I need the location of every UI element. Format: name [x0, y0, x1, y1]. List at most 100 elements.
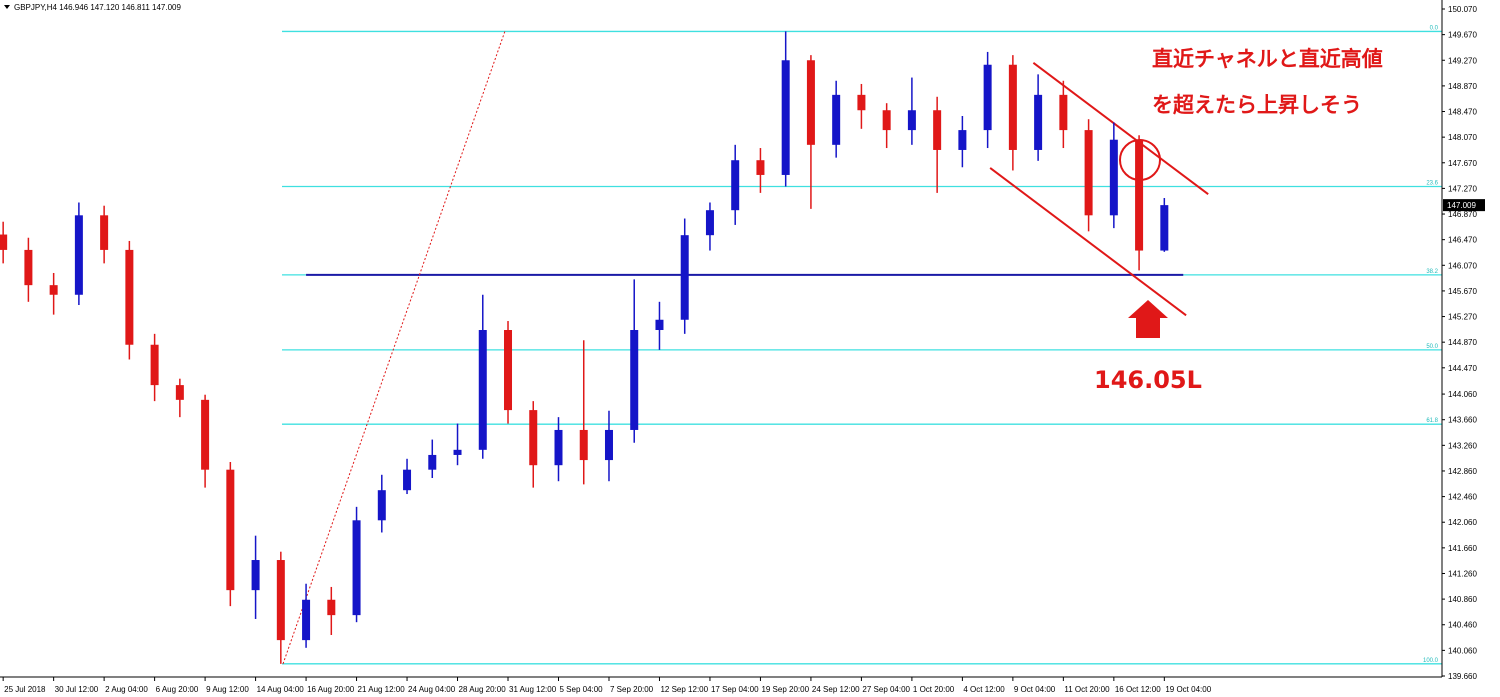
y-tick-label: 142.060	[1448, 518, 1477, 527]
y-tick-label: 148.870	[1448, 82, 1477, 91]
fib-label: 38.2	[1426, 269, 1438, 275]
candle-body	[201, 399, 210, 470]
y-tick-label: 144.870	[1448, 338, 1477, 347]
candle-body	[504, 330, 513, 411]
y-tick-label: 144.060	[1448, 390, 1477, 399]
candle-body	[554, 429, 563, 466]
x-tick-label: 2 Aug 04:00	[105, 685, 148, 694]
annotation: 146.05L	[1094, 366, 1202, 394]
candle-body	[125, 249, 134, 345]
x-tick-label: 14 Aug 04:00	[257, 685, 305, 694]
candle-body	[352, 520, 361, 616]
y-tick-label: 145.270	[1448, 313, 1477, 322]
x-tick-label: 27 Sep 04:00	[862, 685, 910, 694]
y-tick-label: 143.660	[1448, 416, 1477, 425]
y-tick-label: 148.070	[1448, 133, 1477, 142]
price-tag	[1443, 199, 1485, 212]
y-tick-label: 147.270	[1448, 184, 1477, 193]
y-tick-label: 144.470	[1448, 364, 1477, 373]
candle-body	[756, 160, 765, 175]
candle-body	[175, 385, 184, 400]
candle-body	[882, 110, 891, 131]
x-tick-label: 24 Aug 04:00	[408, 685, 456, 694]
candle-body	[1135, 139, 1144, 251]
x-tick-label: 5 Sep 04:00	[559, 685, 603, 694]
x-tick-label: 16 Oct 12:00	[1115, 685, 1161, 694]
candle-body	[377, 490, 386, 521]
y-tick-label: 140.860	[1448, 595, 1477, 604]
candle-body	[958, 130, 967, 150]
candle-body	[150, 344, 159, 386]
candle-body	[453, 449, 462, 455]
y-tick-label: 141.260	[1448, 569, 1477, 578]
candle-body	[604, 429, 613, 461]
x-tick-label: 6 Aug 20:00	[156, 685, 199, 694]
candle-body	[529, 410, 538, 466]
candle-body	[1109, 139, 1118, 216]
y-tick-label: 142.860	[1448, 467, 1477, 476]
price-tag-label: 147.009	[1447, 201, 1476, 210]
candle-body	[478, 330, 487, 450]
candle-body	[983, 64, 992, 131]
y-tick-label: 140.460	[1448, 621, 1477, 630]
header-icon	[4, 5, 10, 9]
candle-body	[226, 469, 235, 591]
x-tick-label: 28 Aug 20:00	[459, 685, 507, 694]
candle-body	[428, 454, 437, 470]
x-tick-label: 9 Aug 12:00	[206, 685, 249, 694]
channel-line	[1032, 62, 1209, 195]
y-tick-label: 146.070	[1448, 261, 1477, 270]
candle-body	[1008, 64, 1017, 150]
y-tick-label: 142.460	[1448, 493, 1477, 502]
candle-body	[276, 560, 285, 641]
candle-body	[857, 94, 866, 111]
fib-label: 50.0	[1426, 344, 1438, 350]
candle-body	[781, 60, 790, 175]
channel-line	[989, 167, 1187, 317]
candle-body	[832, 94, 841, 145]
annotation: を超えたら上昇しそう	[1152, 93, 1362, 117]
x-tick-label: 19 Sep 20:00	[761, 685, 809, 694]
x-tick-label: 12 Sep 12:00	[660, 685, 708, 694]
x-tick-label: 9 Oct 04:00	[1014, 685, 1056, 694]
candle-body	[1059, 94, 1068, 131]
candle-body	[705, 210, 714, 236]
candle-body	[655, 319, 664, 331]
candle-body	[74, 215, 83, 295]
x-tick-label: 25 Jul 2018	[4, 685, 46, 694]
x-tick-label: 16 Aug 20:00	[307, 685, 355, 694]
candle-body	[680, 235, 689, 320]
x-tick-label: 1 Oct 20:00	[913, 685, 955, 694]
x-tick-label: 30 Jul 12:00	[55, 685, 99, 694]
candle-body	[403, 469, 412, 491]
candle-body	[907, 110, 916, 131]
candle-body	[630, 330, 639, 430]
x-tick-label: 21 Aug 12:00	[358, 685, 406, 694]
candle-body	[251, 560, 260, 591]
y-tick-label: 145.670	[1448, 287, 1477, 296]
candle-body	[302, 599, 311, 641]
candle-body	[1034, 94, 1043, 150]
x-tick-label: 4 Oct 12:00	[963, 685, 1005, 694]
y-tick-label: 143.260	[1448, 441, 1477, 450]
candle-body	[0, 234, 8, 250]
y-tick-label: 139.660	[1448, 672, 1477, 681]
y-tick-label: 149.270	[1448, 56, 1477, 65]
x-tick-label: 19 Oct 04:00	[1165, 685, 1211, 694]
up-arrow	[1128, 300, 1168, 338]
highlight-circle	[1119, 139, 1161, 181]
x-tick-label: 31 Aug 12:00	[509, 685, 557, 694]
candle-body	[24, 249, 33, 286]
candle-body	[327, 599, 336, 616]
candle-body	[933, 110, 942, 150]
candle-body	[579, 429, 588, 461]
y-tick-label: 150.070	[1448, 5, 1477, 14]
y-tick-label: 149.670	[1448, 31, 1477, 40]
y-tick-label: 148.470	[1448, 108, 1477, 117]
fib-label: 0.0	[1430, 25, 1439, 31]
annotation: 直近チャネルと直近高値	[1152, 47, 1383, 71]
fib-label: 100.0	[1423, 658, 1439, 664]
chart-header: GBPJPY,H4 146.946 147.120 146.811 147.00…	[14, 3, 182, 12]
x-tick-label: 24 Sep 12:00	[812, 685, 860, 694]
